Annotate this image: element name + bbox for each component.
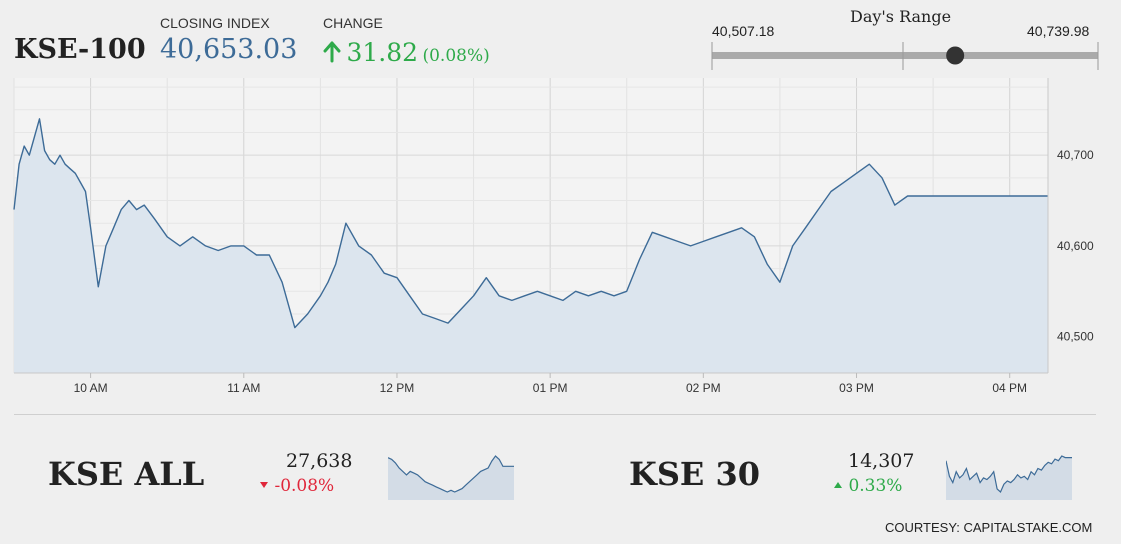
change-percent: (0.08%) bbox=[422, 46, 490, 66]
triangle-down-icon bbox=[260, 482, 268, 488]
sparkline-line bbox=[946, 455, 1072, 494]
kse-30-change: 0.33% bbox=[848, 476, 903, 496]
change-value: 31.82 bbox=[346, 38, 419, 67]
closing-index-value: 40,653.03 bbox=[160, 34, 298, 65]
y-tick-label: 40,700 bbox=[1057, 148, 1094, 162]
kse-30-change-block: 0.33% bbox=[832, 476, 902, 496]
sparkline-line bbox=[388, 455, 514, 493]
arrow-up-icon bbox=[323, 41, 341, 63]
kse-all-name: KSE ALL bbox=[48, 455, 205, 493]
days-range-track bbox=[712, 52, 1098, 59]
section-divider bbox=[14, 414, 1096, 415]
x-tick-label: 01 PM bbox=[533, 381, 568, 395]
x-tick-label: 11 AM bbox=[227, 381, 260, 395]
sparkline-area bbox=[388, 456, 514, 500]
main-chart: 40,500 40,600 40,700 10 AM 11 AM 12 PM 01 PM 02… bbox=[13, 78, 1094, 395]
days-range-title: Day's Range bbox=[850, 7, 952, 26]
triangle-up-icon bbox=[834, 482, 842, 488]
days-range-high: 40,739.98 bbox=[1027, 23, 1090, 39]
sparkline-area bbox=[946, 456, 1072, 500]
y-tick-label: 40,600 bbox=[1057, 239, 1094, 253]
kse-all-change-block: -0.08% bbox=[258, 476, 334, 496]
x-tick-label: 03 PM bbox=[839, 381, 874, 395]
days-range-slider bbox=[711, 42, 1099, 70]
index-name: KSE-100 bbox=[14, 34, 146, 65]
x-tick-label: 12 PM bbox=[380, 381, 415, 395]
y-tick-label: 40,500 bbox=[1057, 330, 1094, 344]
days-range-low: 40,507.18 bbox=[712, 23, 775, 39]
change-label: CHANGE bbox=[323, 15, 383, 31]
courtesy-text: COURTESY: CAPITALSTAKE.COM bbox=[885, 520, 1093, 535]
kse-30-name: KSE 30 bbox=[629, 455, 760, 493]
days-range-marker bbox=[946, 46, 965, 65]
kse-30-value: 14,307 bbox=[848, 450, 915, 472]
x-tick-label: 10 AM bbox=[74, 381, 108, 395]
kse-all-change: -0.08% bbox=[274, 476, 335, 496]
series-line bbox=[13, 118, 1048, 329]
x-tick-label: 02 PM bbox=[686, 381, 721, 395]
kse-all-sparkline bbox=[388, 455, 514, 500]
x-tick-label: 04 PM bbox=[992, 381, 1027, 395]
kse-30-sparkline bbox=[946, 455, 1072, 500]
series-area bbox=[14, 118, 1048, 373]
kse-all-value: 27,638 bbox=[286, 450, 353, 472]
closing-index-label: CLOSING INDEX bbox=[160, 15, 270, 31]
change-block: 31.82 (0.08%) bbox=[322, 38, 490, 67]
